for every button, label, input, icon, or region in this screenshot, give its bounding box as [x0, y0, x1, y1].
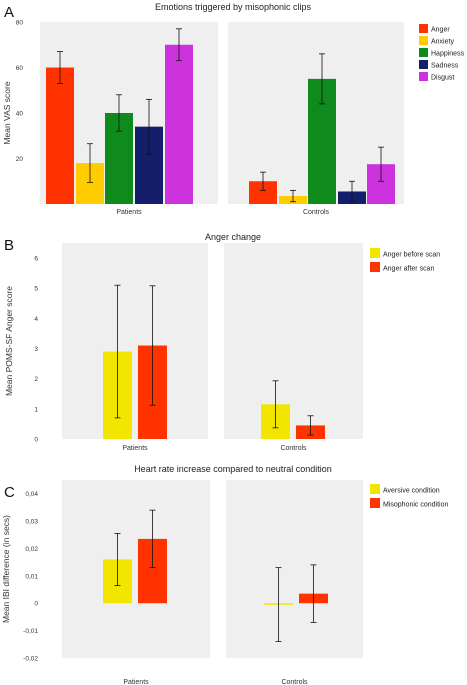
- y-tick-label: 40: [16, 111, 24, 118]
- y-tick-label: -0,02: [23, 656, 38, 663]
- legend-label: Anger before scan: [383, 252, 440, 259]
- y-tick-label: 0,01: [25, 573, 38, 580]
- x-group-label: Controls: [281, 679, 308, 685]
- y-tick-label: 20: [16, 156, 24, 163]
- plot-background-patients: [62, 480, 210, 658]
- legend-swatch: [419, 48, 428, 57]
- panel-b: B Anger change 0 1 2 3 4 5 6 Mean POMS-SF Anger s…: [4, 232, 440, 452]
- y-tick-label: 0,03: [25, 519, 38, 526]
- x-group-label: Patients: [116, 209, 142, 216]
- legend-swatch: [419, 36, 428, 45]
- panel-a: A Emotions triggered by misophonic clips 2…: [2, 2, 465, 216]
- legend-label: Happiness: [431, 51, 465, 58]
- chart-title: Anger change: [205, 232, 261, 242]
- y-tick-label: 0: [34, 437, 38, 444]
- legend-swatch: [370, 484, 380, 494]
- y-tick-label: 2: [34, 376, 38, 383]
- legend-label: Aversive condition: [383, 488, 440, 495]
- y-tick-label: 0,04: [25, 491, 38, 498]
- legend-label: Disgust: [431, 75, 454, 82]
- panel-letter: A: [4, 4, 14, 21]
- legend-label: Anger: [431, 27, 450, 34]
- y-tick-label: -0,01: [23, 628, 38, 635]
- panel-c: C Heart rate increase compared to neutral…: [1, 464, 448, 685]
- panel-letter: B: [4, 237, 14, 254]
- legend-swatch: [370, 262, 380, 272]
- y-tick-label: 4: [34, 316, 38, 323]
- y-tick-label: 60: [16, 65, 24, 72]
- plot-background-patients: [62, 243, 208, 439]
- legend-label: Anger after scan: [383, 266, 434, 273]
- bar-anger-patients: [46, 67, 74, 204]
- bar-anger-controls: [249, 181, 277, 204]
- legend-swatch: [419, 24, 428, 33]
- legend-label: Sadness: [431, 63, 459, 70]
- x-group-label: Controls: [280, 445, 307, 452]
- y-axis-label: Mean POMS-SF Anger score: [4, 286, 14, 396]
- x-group-label: Patients: [122, 445, 148, 452]
- legend-swatch: [370, 248, 380, 258]
- y-tick-label: 0: [34, 601, 38, 608]
- legend-swatch: [419, 60, 428, 69]
- plot-background-controls: [226, 480, 363, 658]
- y-tick-label: 6: [34, 256, 38, 263]
- x-group-label: Patients: [123, 679, 149, 685]
- legend-swatch: [419, 72, 428, 81]
- panel-letter: C: [4, 484, 15, 501]
- x-group-label: Controls: [303, 209, 330, 216]
- y-axis-label: Mean IBI difference (in secs): [1, 515, 11, 623]
- y-axis-label: Mean VAS score: [2, 81, 12, 144]
- y-tick-label: 3: [34, 346, 38, 353]
- bar-disgust-patients: [165, 44, 193, 204]
- chart-title: Emotions triggered by misophonic clips: [155, 2, 312, 12]
- chart-title: Heart rate increase compared to neutral …: [134, 464, 332, 474]
- plot-background-controls: [224, 243, 363, 439]
- y-tick-label: 0,02: [25, 546, 38, 553]
- y-tick-label: 5: [34, 286, 38, 293]
- y-tick-label: 80: [16, 20, 24, 27]
- legend-swatch: [370, 498, 380, 508]
- legend-label: Misophonic condition: [383, 502, 448, 509]
- y-tick-label: 1: [34, 406, 38, 413]
- legend-label: Anxiety: [431, 39, 454, 46]
